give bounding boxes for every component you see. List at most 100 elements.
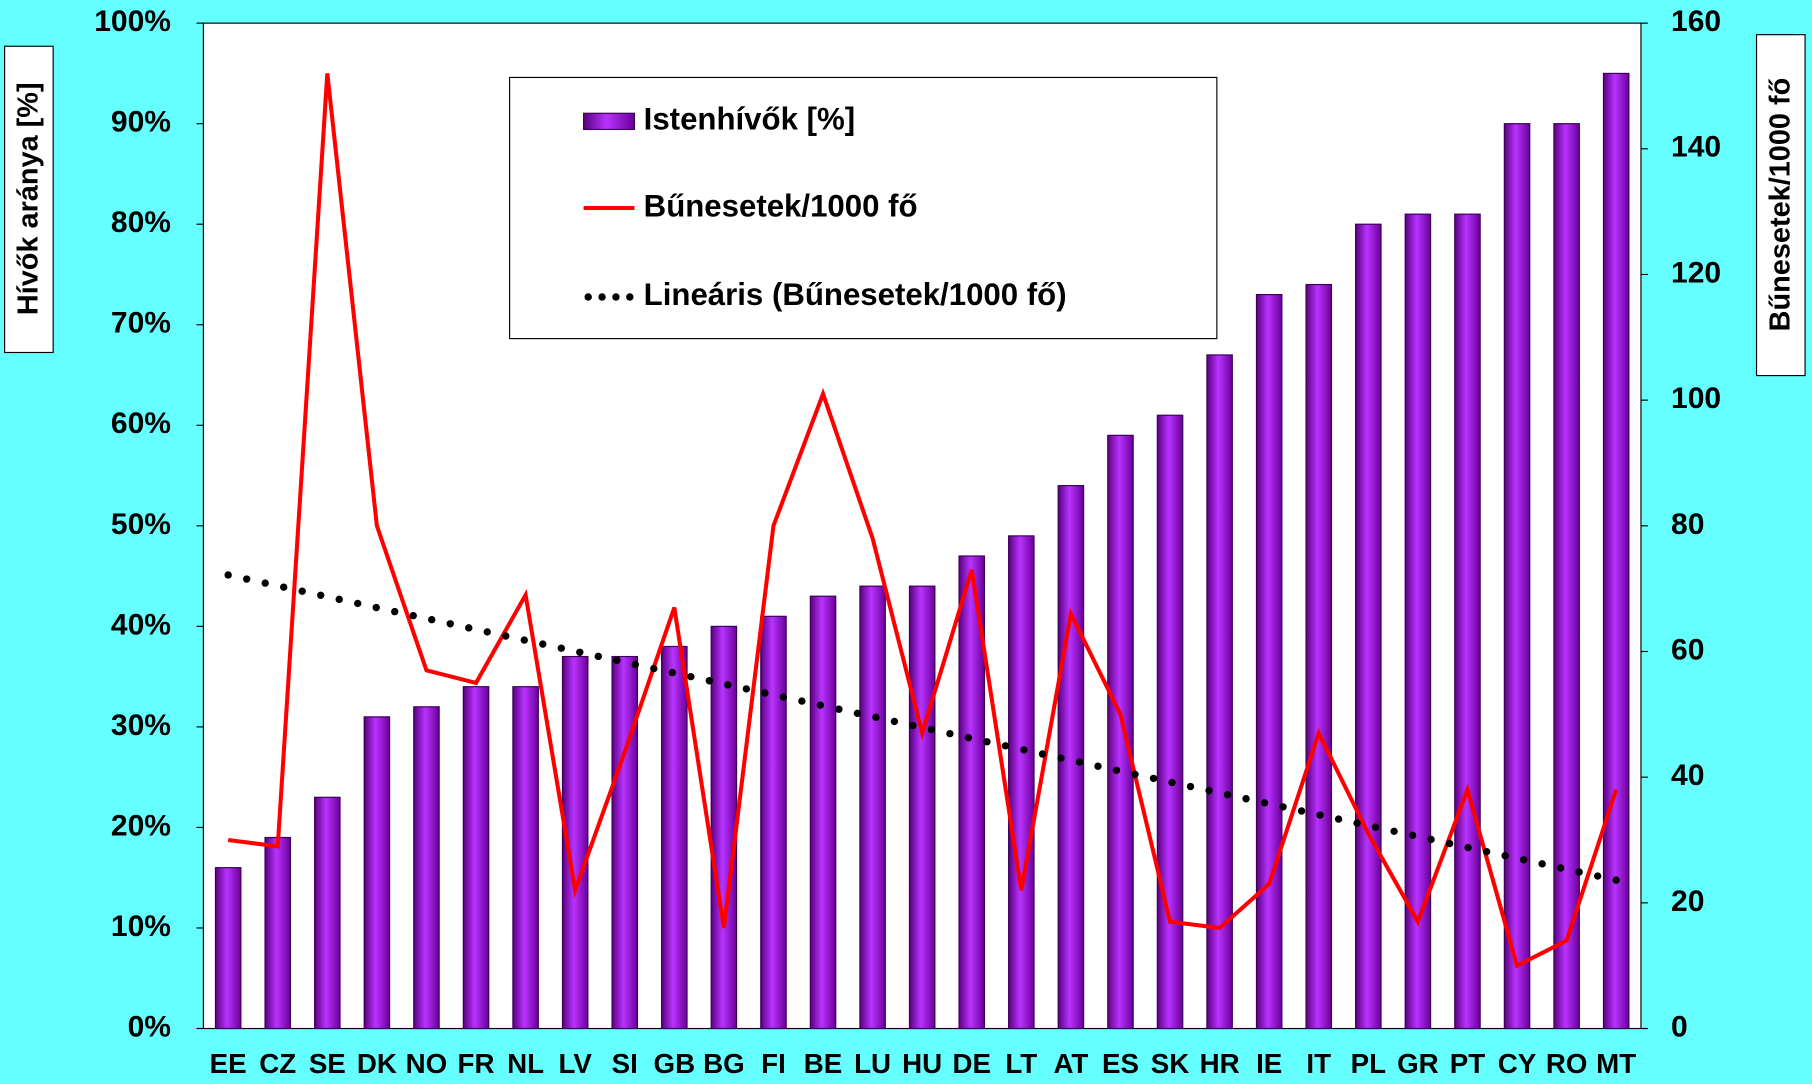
y2-tick-label: 100	[1671, 382, 1721, 415]
trend-dot	[705, 677, 714, 685]
bar	[1008, 535, 1035, 1030]
trend-dot	[1334, 815, 1343, 823]
y-tick-label: 60%	[111, 407, 171, 440]
y-tick-label: 30%	[111, 709, 171, 742]
x-tick-label: FI	[761, 1048, 786, 1079]
bar	[661, 645, 688, 1030]
y-tick-label: 50%	[111, 508, 171, 541]
line-series	[227, 73, 1619, 969]
trend-dot	[298, 587, 306, 595]
trend-dot	[1353, 819, 1361, 827]
trend-dot	[1279, 803, 1287, 811]
trend-dot	[1464, 843, 1472, 852]
trend-dot	[1482, 847, 1491, 856]
trend-dot	[279, 583, 288, 591]
trend-dot	[1593, 872, 1602, 880]
trend-dot	[465, 624, 473, 632]
trend-dot	[1057, 754, 1065, 762]
x-tick-label: GB	[654, 1048, 696, 1079]
trend-dot	[983, 738, 991, 746]
trend-dot	[835, 705, 843, 713]
y-tick-label: 80%	[111, 206, 171, 239]
x-tick-label: NO	[406, 1048, 448, 1079]
y-tick-label: 0%	[128, 1010, 171, 1043]
trend-dot	[539, 640, 547, 648]
trend-dot	[317, 591, 325, 600]
trend-dot	[668, 668, 677, 677]
y2-tick-label: 80	[1671, 508, 1704, 541]
trend-dot	[687, 672, 695, 681]
trend-dot	[816, 701, 825, 709]
bar	[1355, 223, 1382, 1030]
trend-dot	[1575, 868, 1583, 876]
y2-title-box	[1755, 34, 1806, 377]
trend-dot	[1297, 807, 1306, 815]
trend-dot	[242, 575, 251, 583]
x-tick-label: RO	[1546, 1048, 1588, 1079]
trend-dot	[502, 632, 510, 640]
x-tick-label: FR	[458, 1048, 495, 1079]
legend-label: Istenhívők [%]	[644, 102, 855, 137]
y-tick-label: 20%	[111, 809, 171, 842]
bar	[1503, 123, 1531, 1030]
trend-dot	[1427, 835, 1435, 844]
bar	[611, 655, 639, 1030]
bar	[512, 686, 539, 1030]
trend-dot	[613, 656, 621, 665]
trend-dot	[853, 709, 862, 718]
bar	[859, 585, 886, 1030]
bar	[908, 585, 936, 1030]
x-tick-label: NL	[507, 1048, 544, 1079]
bar	[413, 706, 440, 1030]
trend-dot	[224, 571, 232, 579]
legend-swatch	[612, 293, 620, 301]
trend-dot	[724, 681, 732, 689]
trend-dot	[1260, 799, 1269, 807]
bar	[264, 836, 292, 1030]
x-tick-label: HU	[902, 1048, 942, 1079]
x-tick-label: HR	[1200, 1048, 1240, 1079]
trend-dot	[761, 689, 769, 697]
trend-dot	[1038, 750, 1047, 758]
trend-dot	[1075, 758, 1084, 766]
trend-dot	[1205, 786, 1213, 795]
trend-dot	[872, 713, 880, 722]
x-tick-label: IE	[1256, 1048, 1282, 1079]
trend-dot	[354, 599, 362, 608]
trend-dot	[483, 628, 491, 636]
x-tick-label: LU	[854, 1048, 891, 1079]
y2-tick-label: 40	[1671, 759, 1704, 792]
bar	[1454, 213, 1481, 1030]
x-tick-label: SE	[309, 1048, 346, 1079]
bar	[462, 686, 490, 1030]
x-tick-label: GR	[1397, 1048, 1439, 1079]
x-tick-label: LT	[1005, 1048, 1037, 1079]
y-tick-label: 100%	[94, 5, 171, 38]
y-title-box	[4, 45, 54, 354]
x-tick-label: SI	[612, 1048, 638, 1079]
legend-label: Bűnesetek/1000 fő	[644, 188, 918, 223]
trend-dot	[779, 693, 788, 701]
x-tick-label: ES	[1102, 1048, 1139, 1079]
y2-tick-label: 140	[1671, 131, 1721, 164]
trend-dot	[1371, 823, 1380, 831]
x-tick-label: AT	[1053, 1048, 1088, 1079]
bar	[1107, 434, 1134, 1030]
x-tick-label: CZ	[259, 1048, 296, 1079]
y-tick-label: 40%	[111, 608, 171, 641]
y-tick-label: 10%	[111, 910, 171, 943]
x-tick-label: PT	[1450, 1048, 1485, 1079]
y-tick-label: 90%	[111, 106, 171, 139]
bar	[214, 867, 242, 1030]
trend-dot	[1112, 766, 1121, 774]
x-tick-label: BG	[703, 1048, 745, 1079]
bar	[1255, 294, 1283, 1030]
trend-dot	[1186, 782, 1195, 791]
y2-tick-label: 120	[1671, 256, 1721, 289]
x-tick-label: CY	[1498, 1048, 1537, 1079]
y2-axis-title: Bűnesetek/1000 fő	[1765, 78, 1797, 332]
trend-dot	[557, 644, 565, 652]
trend-dot	[1001, 742, 1010, 750]
bar	[363, 716, 391, 1030]
